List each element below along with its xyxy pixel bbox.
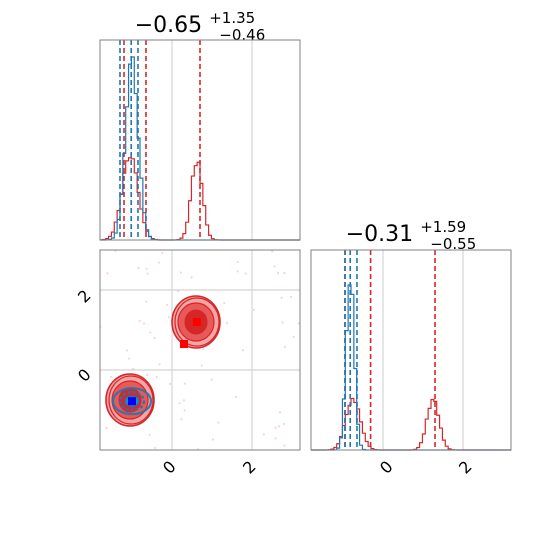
scatter-point: [277, 425, 280, 428]
x2-tick-label-2: 2: [455, 457, 476, 478]
scatter-point: [190, 276, 193, 279]
title-param-1-sup: +1.35: [209, 9, 255, 27]
scatter-point: [137, 267, 140, 270]
marker-red-0: [180, 340, 188, 348]
x2-tick-label-0: 0: [376, 457, 397, 478]
scatter-point: [138, 319, 142, 323]
scatter-point: [236, 270, 239, 273]
title-param-1: −0.65 +1.35 −0.46: [135, 8, 266, 44]
scatter-point: [262, 433, 265, 436]
scatter-point: [146, 272, 149, 275]
scatter-point: [236, 260, 239, 264]
scatter-point: [153, 446, 157, 450]
scatter-point: [200, 364, 203, 367]
scatter-point: [283, 444, 286, 447]
scatter-point: [234, 395, 237, 398]
scatter-point: [153, 336, 156, 339]
scatter-point: [292, 335, 295, 339]
scatter-point: [280, 296, 283, 299]
y-tick-label-2: 2: [74, 286, 95, 307]
scatter-point: [277, 271, 280, 275]
x-tick-label-0: 0: [159, 457, 180, 478]
scatter-point: [202, 347, 205, 351]
marker-blue-0: [128, 397, 136, 406]
scatter-point: [297, 322, 300, 325]
scatter-point: [145, 374, 149, 377]
scatter-point: [271, 250, 274, 253]
scatter-point: [178, 401, 181, 405]
scatter-point: [282, 422, 285, 425]
title-param-2-sub: −0.55: [430, 235, 476, 253]
contour-outer2-red-1: [174, 297, 220, 347]
histogram-panel-param-1: [99, 39, 301, 241]
scatter-point: [210, 378, 213, 381]
scatter-point: [145, 267, 148, 270]
title-param-2-sup: +1.59: [420, 218, 466, 236]
scatter-point: [283, 345, 286, 349]
scatter-point: [157, 261, 161, 264]
scatter-point: [149, 331, 152, 334]
y-tick-label-0: 0: [74, 365, 95, 386]
scatter-content: [100, 250, 300, 450]
plot-frame: [310, 249, 512, 451]
title-param-2: −0.31 +1.59 −0.55: [346, 217, 477, 253]
scatter-point: [211, 438, 214, 441]
x-tick-label-2: 2: [239, 457, 260, 478]
scatter-point: [273, 265, 276, 268]
marker-red-1: [192, 318, 201, 326]
scatter-point: [182, 399, 186, 402]
scatter-point: [161, 251, 164, 255]
scatter-point: [127, 357, 130, 360]
contour-outer-blue-0: [111, 387, 153, 416]
scatter-point: [183, 409, 186, 412]
scatter-point: [132, 367, 135, 370]
scatter-point: [109, 375, 113, 379]
scatter-point: [177, 289, 180, 293]
scatter-point: [244, 272, 247, 275]
scatter-point: [225, 322, 229, 325]
contour-mid-blue-0: [118, 391, 146, 412]
scatter-panel: [99, 249, 301, 451]
scatter-point: [125, 349, 129, 352]
title-param-2-main: −0.31: [346, 222, 413, 247]
scatter-point: [158, 363, 161, 366]
plot-frame: [99, 39, 301, 241]
plot-frame: [99, 249, 301, 451]
scatter-point: [241, 349, 244, 352]
scatter-point: [105, 426, 108, 430]
title-param-1-main: −0.65: [135, 13, 202, 38]
scatter-point: [274, 437, 277, 440]
scatter-point: [217, 421, 220, 424]
histogram-panel-param-2: [310, 249, 512, 451]
scatter-point: [183, 382, 186, 385]
scatter-point: [148, 433, 151, 436]
scatter-point: [167, 316, 170, 319]
scatter-point: [223, 301, 226, 305]
scatter-point: [165, 303, 169, 307]
scatter-point: [142, 322, 146, 325]
scatter-point: [145, 300, 148, 303]
scatter-point: [106, 272, 109, 275]
scatter-point: [252, 308, 255, 311]
scatter-point: [283, 271, 286, 275]
scatter-point: [179, 271, 183, 274]
plot-background: [311, 250, 511, 450]
scatter-point: [169, 382, 172, 385]
scatter-point: [155, 376, 158, 379]
contour-outer2-red-0: [108, 375, 154, 425]
scatter-point: [278, 411, 282, 414]
scatter-point: [180, 418, 183, 421]
scatter-point: [289, 295, 292, 299]
scatter-point: [274, 426, 277, 429]
scatter-point: [281, 321, 284, 324]
